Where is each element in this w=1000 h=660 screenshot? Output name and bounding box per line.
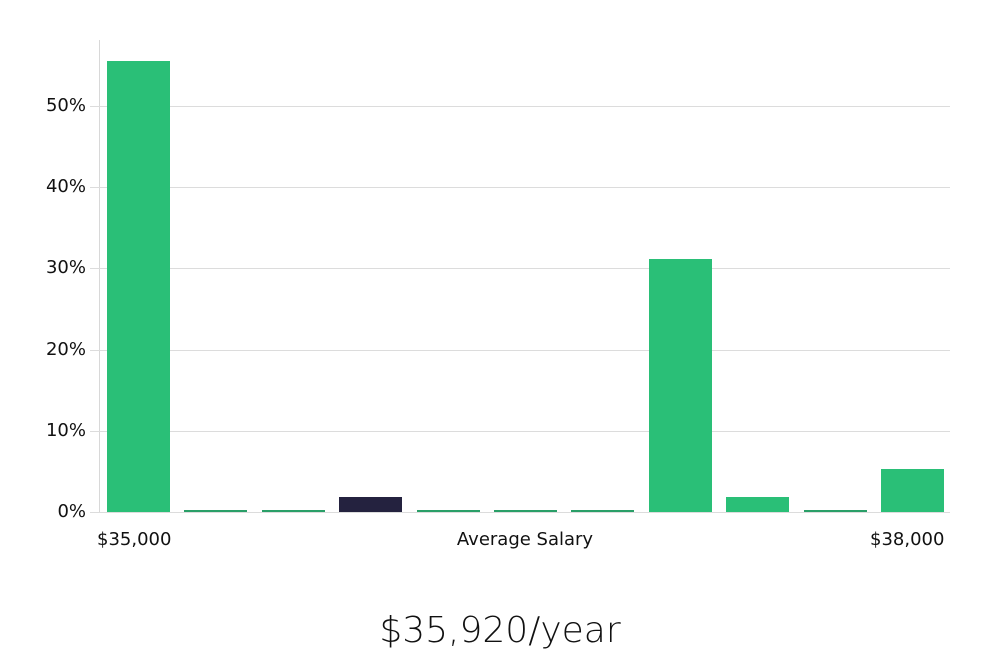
y-tick-label: 0% bbox=[57, 501, 86, 522]
salary-histogram: 0% 10% 20% 30% 40% 50% $35,000 Average Salary… bbox=[45, 40, 950, 550]
y-tick-label: 40% bbox=[45, 176, 86, 197]
gridline bbox=[90, 431, 950, 432]
y-tick-label: 10% bbox=[45, 420, 86, 441]
histogram-bar bbox=[184, 510, 247, 512]
y-tick-label: 50% bbox=[45, 95, 86, 116]
gridline bbox=[90, 512, 950, 513]
x-max-label: $38,000 bbox=[870, 529, 945, 550]
histogram-bar-highlighted bbox=[339, 497, 402, 512]
gridline bbox=[90, 187, 950, 188]
gridline bbox=[90, 268, 950, 269]
y-tick-label: 20% bbox=[45, 339, 86, 360]
x-axis-title: Average Salary bbox=[456, 529, 594, 550]
gridline bbox=[90, 106, 950, 107]
histogram-bar bbox=[262, 510, 325, 512]
histogram-bar bbox=[417, 510, 480, 512]
histogram-bar bbox=[881, 469, 944, 512]
average-salary-value: $35,920/year bbox=[379, 610, 621, 651]
histogram-bar bbox=[107, 61, 170, 512]
histogram-bar bbox=[726, 497, 789, 512]
y-tick-label: 30% bbox=[45, 257, 86, 278]
histogram-bar bbox=[494, 510, 557, 512]
histogram-bar bbox=[804, 510, 867, 512]
histogram-bar bbox=[571, 510, 634, 512]
histogram-bar bbox=[649, 259, 712, 512]
x-min-label: $35,000 bbox=[97, 529, 172, 550]
gridline bbox=[90, 350, 950, 351]
y-axis-line bbox=[99, 40, 100, 512]
